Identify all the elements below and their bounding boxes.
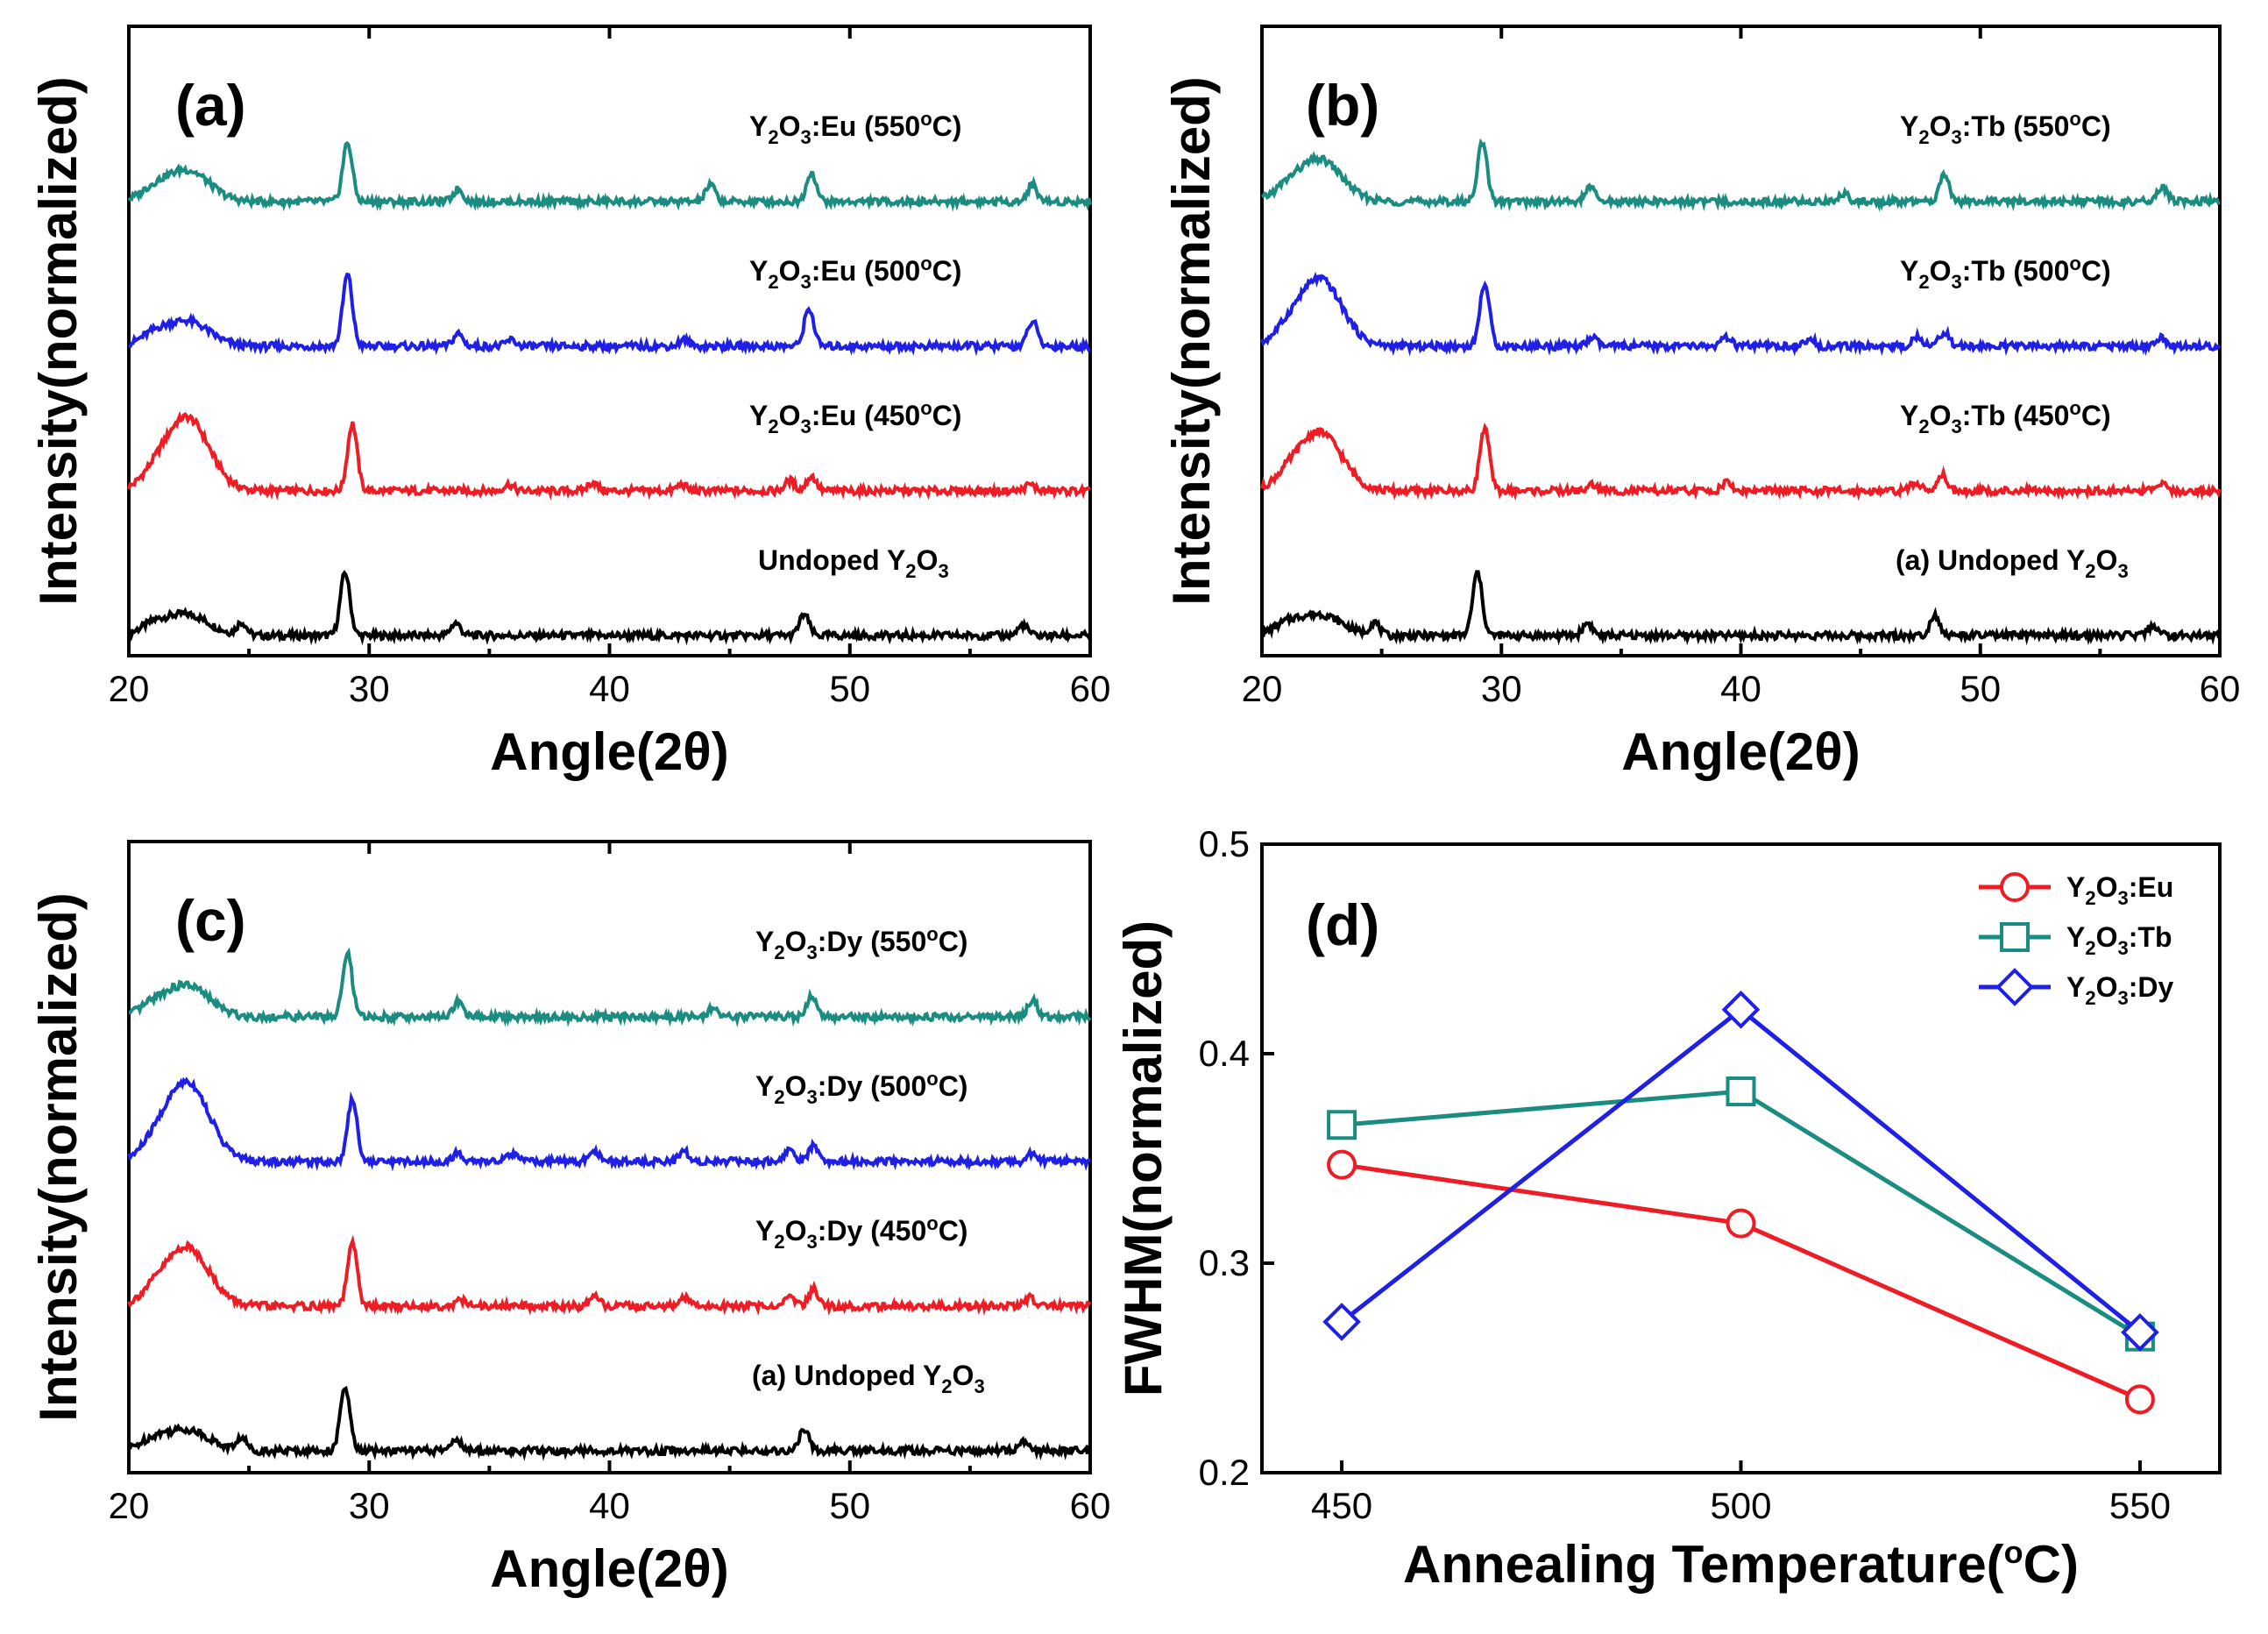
data-point-diamond xyxy=(1322,1303,1361,1341)
y-tick-label: 0.4 xyxy=(1199,1033,1250,1074)
y-tick-label: 0.3 xyxy=(1199,1242,1250,1283)
x-tick-label: 500 xyxy=(1710,1485,1771,1526)
xrd-curve-undoped xyxy=(1261,570,2221,646)
series-label: Y2O3:Dy (450oC) xyxy=(755,1212,967,1253)
x-axis-title: Angle(2θ) xyxy=(1621,722,1860,781)
data-point-circle xyxy=(2124,1384,2155,1415)
y-axis-title: FWHM(normalized) xyxy=(1114,920,1173,1396)
x-tick-label: 20 xyxy=(109,1485,150,1526)
series-label: Y2O3:Tb (500oC) xyxy=(1900,252,2111,293)
legend-label: Y2O3:Tb xyxy=(2066,921,2172,959)
xrd-curve-c550 xyxy=(1260,138,2221,212)
x-tick-label: 550 xyxy=(2109,1485,2171,1526)
data-point-circle xyxy=(1726,1208,1756,1239)
series-label: Y2O3:Dy (550oC) xyxy=(755,923,967,963)
x-axis-title: Angle(2θ) xyxy=(490,1539,728,1598)
y-axis-title: Intensity(normalized) xyxy=(1162,76,1221,605)
x-tick-label: 30 xyxy=(349,668,390,709)
xrd-curve-c450 xyxy=(127,1234,1092,1317)
panel-label: (d) xyxy=(1306,892,1379,957)
series-label: Undoped Y2O3 xyxy=(758,544,949,582)
series-label: Y2O3:Eu (450oC) xyxy=(749,397,961,437)
series-line-eu xyxy=(1341,1162,2141,1402)
xrd-curve-c550 xyxy=(127,140,1092,212)
x-tick-label: 40 xyxy=(589,1485,630,1526)
data-point-square xyxy=(1327,1110,1357,1140)
y-tick-label: 0.5 xyxy=(1199,823,1250,864)
x-tick-label: 450 xyxy=(1311,1485,1372,1526)
series-label: Y2O3:Tb (450oC) xyxy=(1900,397,2111,437)
legend-label: Y2O3:Eu xyxy=(2066,871,2173,909)
series-line-dy xyxy=(1340,1006,2142,1334)
x-axis-title: Annealing Temperature(oC) xyxy=(1403,1534,2079,1594)
xrd-curve-undoped xyxy=(128,1385,1091,1461)
xrd-curve-c550 xyxy=(128,947,1092,1028)
xrd-curve-c450 xyxy=(127,410,1092,501)
panel-b-xrd-tb: 20 30 40 50 60 Angle(2θ) Intensity(normalized)… xyxy=(1162,25,2241,781)
x-axis-title: Angle(2θ) xyxy=(490,722,728,781)
series-label: (a) Undoped Y2O3 xyxy=(1896,544,2129,582)
series-label: Y2O3:Eu (550oC) xyxy=(749,108,961,148)
series-label: (a) Undoped Y2O3 xyxy=(752,1360,985,1397)
x-tick-label: 50 xyxy=(1960,668,2001,709)
y-tick-label: 0.2 xyxy=(1199,1452,1250,1493)
x-tick-label: 20 xyxy=(109,668,150,709)
x-tick-label: 20 xyxy=(1242,668,1283,709)
xrd-curve-c500 xyxy=(128,272,1091,357)
y-axis-title: Intensity(normalized) xyxy=(29,76,88,605)
panel-c-xrd-dy: 20 30 40 50 60 Angle(2θ) Intensity(normalized)… xyxy=(29,840,1111,1598)
panel-label: (c) xyxy=(175,888,246,953)
legend-label: Y2O3:Dy xyxy=(2066,971,2174,1009)
x-tick-label: 30 xyxy=(349,1485,390,1526)
x-tick-label: 30 xyxy=(1481,668,1522,709)
data-point-circle xyxy=(2000,872,2030,902)
data-point-diamond xyxy=(1995,968,2034,1006)
x-tick-label: 60 xyxy=(2200,668,2241,709)
x-tick-label: 50 xyxy=(829,668,870,709)
data-point-circle xyxy=(1327,1149,1357,1180)
x-tick-label: 50 xyxy=(829,1485,870,1526)
series-label: Y2O3:Tb (550oC) xyxy=(1900,108,2111,148)
x-tick-label: 60 xyxy=(1070,1485,1111,1526)
x-tick-label: 60 xyxy=(1070,668,1111,709)
panel-d-fwhm: 450 500 550 0.2 0.3 0.4 0.5 Annealing Temperatu… xyxy=(1114,823,2222,1594)
panel-label: (a) xyxy=(175,73,246,138)
data-point-square xyxy=(2000,922,2030,952)
xrd-curve-c500 xyxy=(127,1076,1092,1172)
data-point-square xyxy=(1726,1076,1756,1107)
panel-a-xrd-eu: 20 30 40 50 60 Angle(2θ) Intensity(normalized)… xyxy=(29,25,1111,781)
xrd-curve-c500 xyxy=(1260,271,2222,357)
x-tick-label: 40 xyxy=(589,668,630,709)
series-label: Y2O3:Dy (500oC) xyxy=(755,1068,967,1108)
data-point-diamond xyxy=(1721,990,1761,1029)
panel-label: (b) xyxy=(1306,73,1379,138)
y-axis-title: Intensity(normalized) xyxy=(29,892,88,1421)
data-point-diamond xyxy=(2121,1313,2159,1352)
xrd-curve-undoped xyxy=(127,570,1092,646)
x-tick-label: 40 xyxy=(1720,668,1761,709)
series-label: Y2O3:Eu (500oC) xyxy=(749,252,961,293)
xrd-curve-c450 xyxy=(1260,423,2222,501)
